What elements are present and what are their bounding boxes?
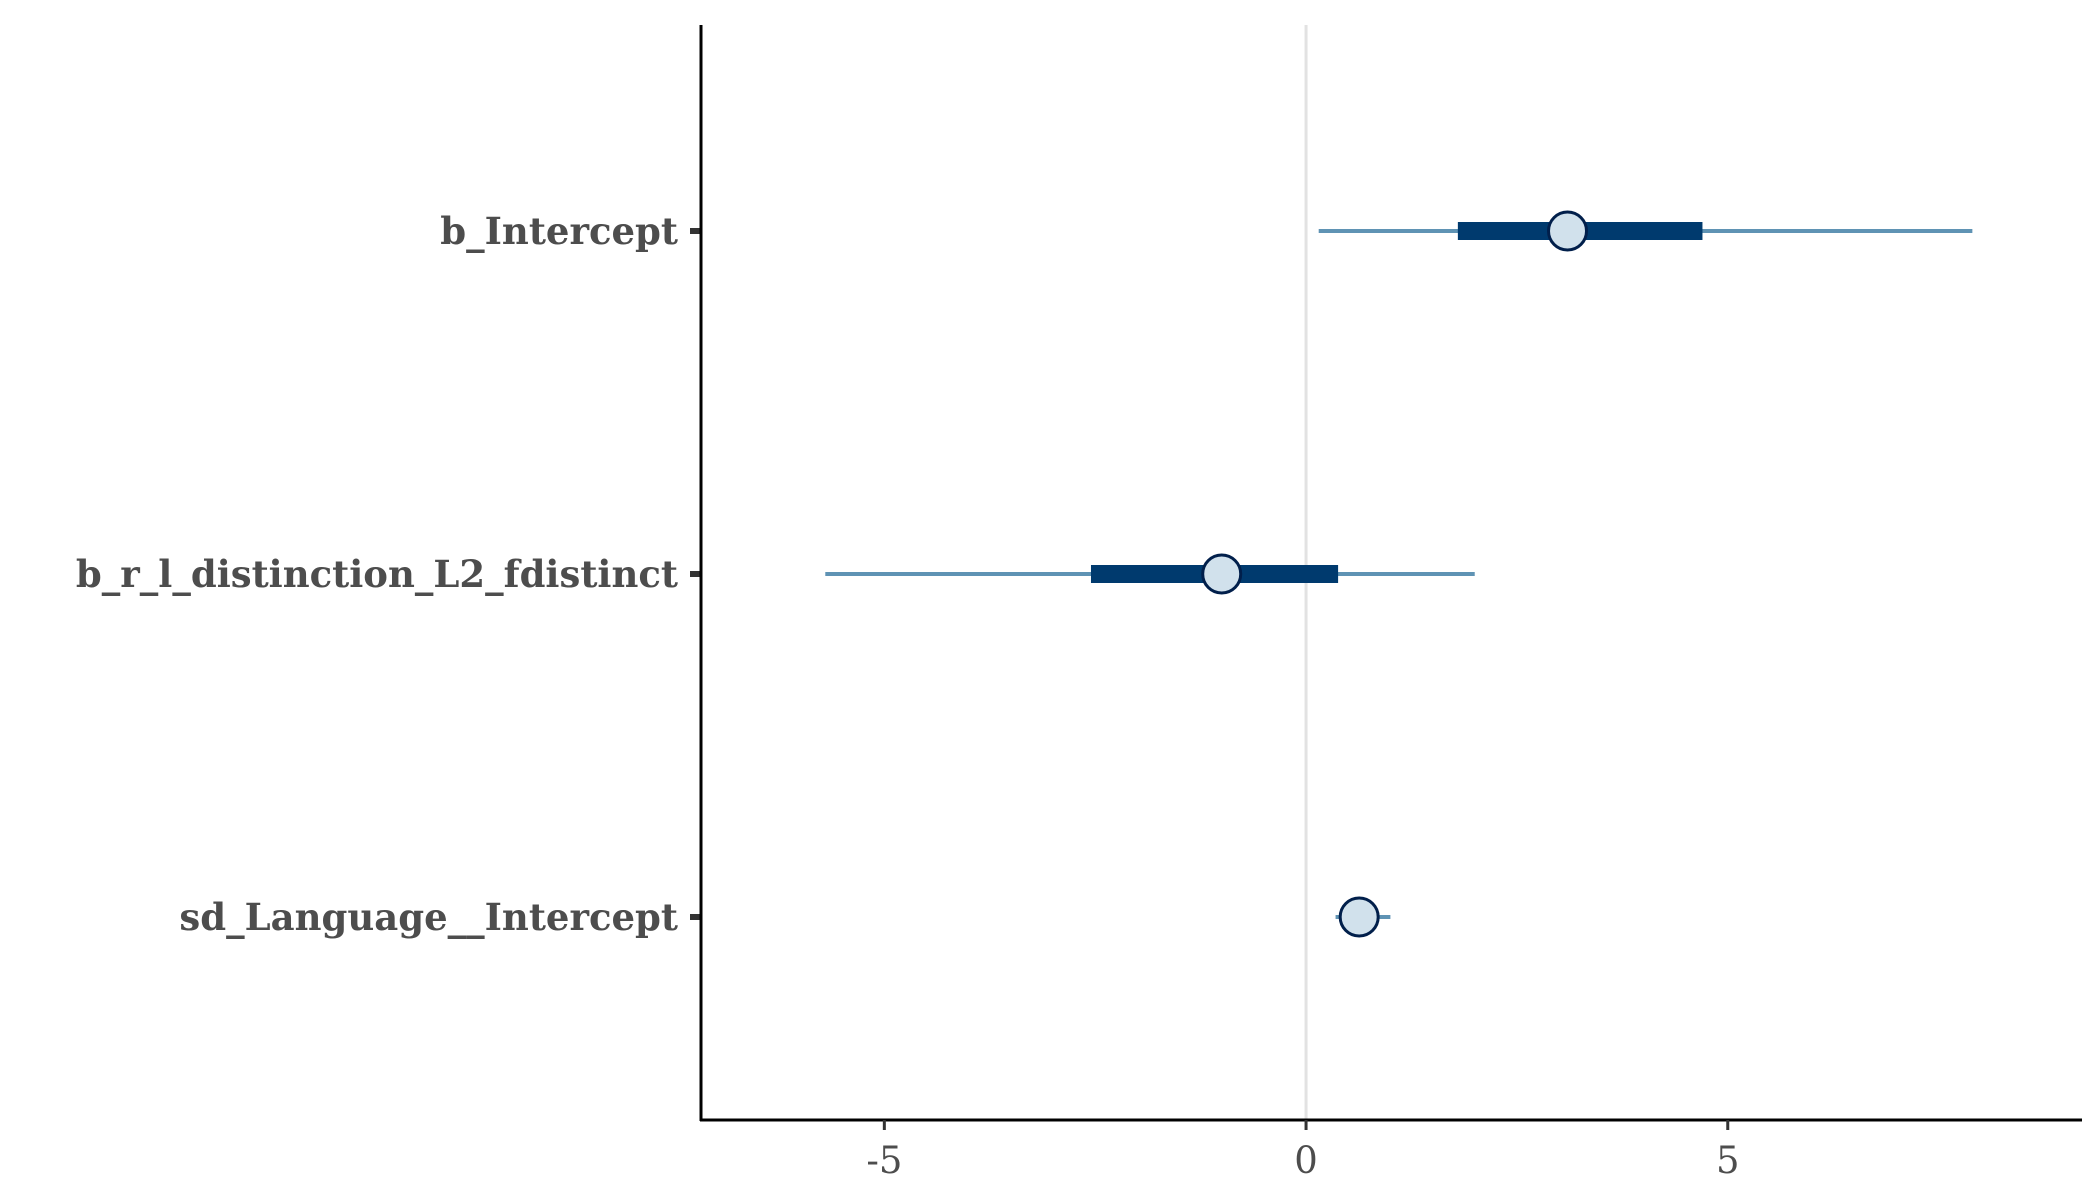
- y-tick-label: b_r_l_distinction_L2_fdistinct: [76, 552, 678, 596]
- point-estimate: [1338, 896, 1380, 938]
- x-tick-label: 0: [1294, 1139, 1318, 1182]
- plot-area: [825, 25, 1973, 1120]
- y-tick-label: sd_Language__Intercept: [179, 895, 678, 939]
- x-tick-label: -5: [866, 1139, 902, 1182]
- point-estimate: [1201, 553, 1243, 595]
- axes: b_Intercept b_r_l_distinction_L2_fdistinc…: [76, 25, 2082, 1182]
- point-estimate: [1547, 210, 1589, 252]
- y-tick-label: b_Intercept: [440, 209, 678, 253]
- x-tick-label: 5: [1716, 1139, 1740, 1182]
